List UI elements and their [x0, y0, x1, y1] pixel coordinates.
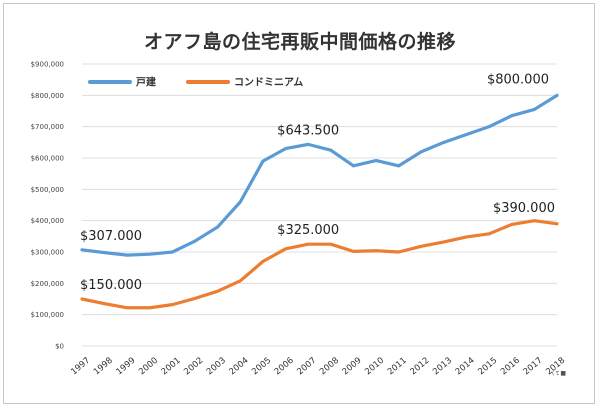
legend-label: コンドミニアム [234, 77, 303, 89]
data-point [171, 250, 174, 254]
data-point [397, 164, 401, 168]
y-tick-label: $700,000 [31, 123, 64, 131]
data-point [487, 232, 491, 236]
x-tick-label: 1997 [69, 356, 92, 378]
data-point [352, 164, 355, 168]
x-tick-label: 2000 [137, 356, 160, 378]
x-tick-label: 2002 [182, 356, 205, 378]
data-point [261, 159, 265, 163]
data-point [216, 225, 220, 229]
y-tick-label: $900,000 [31, 61, 64, 69]
data-point [329, 242, 333, 246]
data-point [352, 249, 355, 253]
data-point [487, 125, 491, 129]
data-label: $325.000 [277, 223, 339, 238]
data-point [103, 251, 107, 255]
y-tick-label: $800,000 [31, 92, 64, 100]
data-point [510, 223, 514, 226]
data-point [148, 252, 152, 256]
data-point [216, 289, 220, 293]
data-point [148, 306, 152, 310]
y-tick-label: $500,000 [31, 186, 64, 194]
data-point [261, 260, 265, 263]
data-point [442, 240, 446, 244]
x-tick-label: 2004 [228, 356, 251, 378]
x-tick-label: 2006 [273, 356, 296, 378]
data-point [532, 108, 536, 111]
data-point [238, 200, 242, 204]
x-tick-label: 2013 [431, 356, 454, 378]
data-point [465, 133, 468, 136]
data-label: $643.500 [277, 123, 339, 138]
y-tick-label: $300,000 [31, 249, 64, 257]
x-tick-label: 2008 [318, 356, 341, 378]
x-tick-label: 2010 [363, 356, 386, 378]
legend-label: 戸建 [136, 76, 157, 89]
x-tick-label: 1998 [92, 356, 115, 378]
data-point [125, 306, 129, 310]
x-tick-label: 2005 [250, 356, 273, 378]
data-point [284, 247, 287, 251]
data-point [306, 242, 310, 246]
y-tick-label: $0 [55, 343, 64, 351]
data-point [374, 249, 378, 253]
x-tick-label: 2001 [160, 356, 183, 378]
corner-note: (ｔ■ [552, 370, 566, 377]
data-label: $390.000 [493, 201, 555, 216]
x-tick-label: 2012 [408, 356, 431, 378]
x-tick-label: 2003 [205, 356, 228, 378]
data-point [171, 303, 174, 307]
data-point [125, 253, 129, 257]
chart-title: オアフ島の住宅再販中間価格の推移 [143, 31, 456, 53]
x-tick-label: 2007 [295, 356, 318, 378]
data-point [419, 244, 423, 248]
data-point [397, 250, 401, 254]
series-line-condo [80, 219, 559, 310]
data-point [306, 142, 310, 146]
data-point [238, 279, 242, 283]
data-point [555, 222, 559, 226]
data-point [442, 140, 446, 144]
data-label: $150.000 [80, 278, 142, 293]
data-point [284, 147, 287, 151]
data-point [193, 239, 197, 243]
data-point [80, 297, 84, 301]
y-tick-label: $600,000 [31, 155, 64, 163]
x-tick-label: 2014 [454, 356, 477, 378]
y-tick-label: $200,000 [31, 280, 64, 288]
x-tick-label: 2015 [476, 356, 499, 378]
data-point [80, 248, 84, 252]
y-tick-label: $100,000 [31, 311, 64, 319]
data-point [465, 235, 468, 239]
x-tick-label: 2011 [386, 356, 409, 378]
data-point [419, 150, 423, 154]
data-point [374, 159, 378, 162]
data-point [103, 302, 107, 306]
data-point [329, 148, 333, 152]
x-tick-label: 2016 [499, 356, 522, 378]
x-tick-label: 1999 [114, 356, 137, 378]
data-point [510, 114, 514, 118]
data-point [532, 219, 536, 223]
chart-frame [3, 3, 595, 404]
y-tick-label: $400,000 [31, 217, 64, 225]
series-line-detached [80, 93, 559, 257]
data-point [193, 296, 197, 300]
x-tick-label: 2017 [522, 356, 545, 378]
data-label: $800.000 [487, 72, 549, 87]
data-point [555, 93, 559, 97]
x-tick-label: 2009 [341, 356, 364, 378]
data-label: $307.000 [80, 229, 142, 244]
